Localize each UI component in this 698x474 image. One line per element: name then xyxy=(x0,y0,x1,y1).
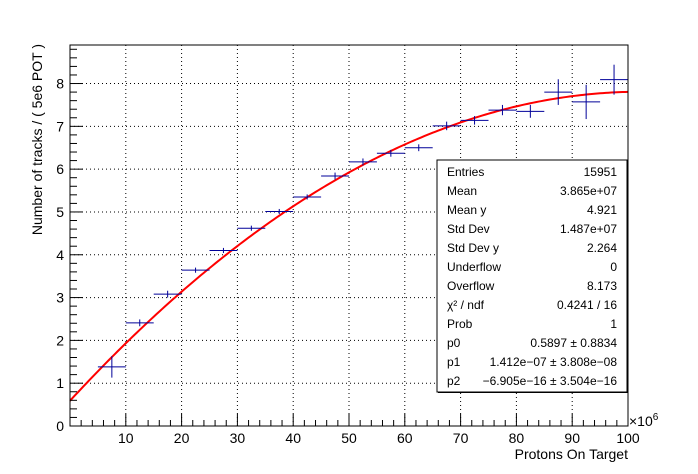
data-point xyxy=(516,104,545,118)
fit-curve-layer xyxy=(69,90,629,402)
y-tick-label: 7 xyxy=(56,118,64,134)
stats-value: 0 xyxy=(610,260,617,274)
data-point xyxy=(349,158,377,166)
y-tick-label: 2 xyxy=(56,332,64,348)
data-point xyxy=(376,149,405,157)
stats-value: 1.412e−07 ± 3.808e−08 xyxy=(490,355,618,369)
data-point xyxy=(125,319,154,327)
y-tick-label: 8 xyxy=(56,76,64,92)
stats-label: χ² / ndf xyxy=(447,298,485,312)
stats-label: Entries xyxy=(447,165,484,179)
x-tick-label: 60 xyxy=(397,430,413,446)
stats-label: Std Dev xyxy=(447,222,490,236)
data-point xyxy=(432,121,461,131)
data-point xyxy=(404,144,433,152)
y-axis-label: Number of tracks / ( 5e6 POT ) xyxy=(29,44,45,235)
data-point xyxy=(237,225,266,231)
data-point xyxy=(600,64,628,95)
stats-label: p0 xyxy=(447,336,461,350)
stats-value: 0.4241 / 16 xyxy=(557,298,617,312)
data-point xyxy=(97,356,126,378)
x-tick-label: 40 xyxy=(285,430,301,446)
data-point xyxy=(209,247,238,254)
stats-label: Underflow xyxy=(447,260,501,274)
data-point xyxy=(181,267,210,273)
stats-box-frame xyxy=(436,159,628,393)
stats-value: 1.487e+07 xyxy=(560,222,617,236)
data-points-layer xyxy=(97,64,628,378)
data-point xyxy=(321,172,349,180)
x-tick-label: 90 xyxy=(564,430,580,446)
data-point xyxy=(153,290,182,298)
y-tick-label: 3 xyxy=(56,290,64,306)
x-tick-label: 50 xyxy=(341,430,357,446)
y-tick-label: 4 xyxy=(56,247,64,263)
stats-value: 4.921 xyxy=(587,203,617,217)
stats-label: Mean y xyxy=(447,203,486,217)
x-axis-ticks: 10 20 30 40 50 60 70 80 90 100 xyxy=(69,414,640,446)
stats-label: Std Dev y xyxy=(447,241,499,255)
stats-value: 1 xyxy=(610,317,617,331)
stats-box: Entries 15951 Mean 3.865e+07 Mean y 4.921 Std … xyxy=(436,159,628,393)
y-tick-label: 6 xyxy=(56,161,64,177)
stats-label: Prob xyxy=(447,317,473,331)
y-tick-label: 0 xyxy=(56,418,64,434)
fit-curve xyxy=(69,90,629,402)
x-tick-label: 70 xyxy=(453,430,469,446)
x-tick-label: 20 xyxy=(174,430,190,446)
y-tick-label: 5 xyxy=(56,204,64,220)
stats-label: Mean xyxy=(447,184,477,198)
x-tick-label: 10 xyxy=(118,430,134,446)
stats-value: 15951 xyxy=(584,165,618,179)
data-point xyxy=(265,208,294,215)
stats-label: p1 xyxy=(447,355,461,369)
x-tick-label: 100 xyxy=(616,430,640,446)
x-tick-label: 80 xyxy=(509,430,525,446)
data-point xyxy=(488,104,517,116)
data-point xyxy=(293,194,322,200)
x-axis-multiplier: ×106 xyxy=(629,412,659,429)
stats-value: 8.173 xyxy=(587,279,617,293)
x-tick-label: 30 xyxy=(230,430,246,446)
data-point xyxy=(572,84,601,120)
stats-value: 2.264 xyxy=(587,241,617,255)
stats-label: Overflow xyxy=(447,279,495,293)
stats-value: 0.5897 ± 0.8834 xyxy=(530,336,617,350)
x-axis-label: Protons On Target xyxy=(515,446,628,462)
stats-value: 3.865e+07 xyxy=(560,184,617,198)
y-tick-label: 1 xyxy=(56,375,64,391)
y-axis-ticks: 0 1 2 3 4 5 6 7 8 xyxy=(56,48,83,434)
data-point xyxy=(544,79,573,105)
stats-value: −6.905e−16 ± 3.504e−16 xyxy=(483,374,618,388)
stats-label: p2 xyxy=(447,374,461,388)
data-point xyxy=(460,116,489,125)
